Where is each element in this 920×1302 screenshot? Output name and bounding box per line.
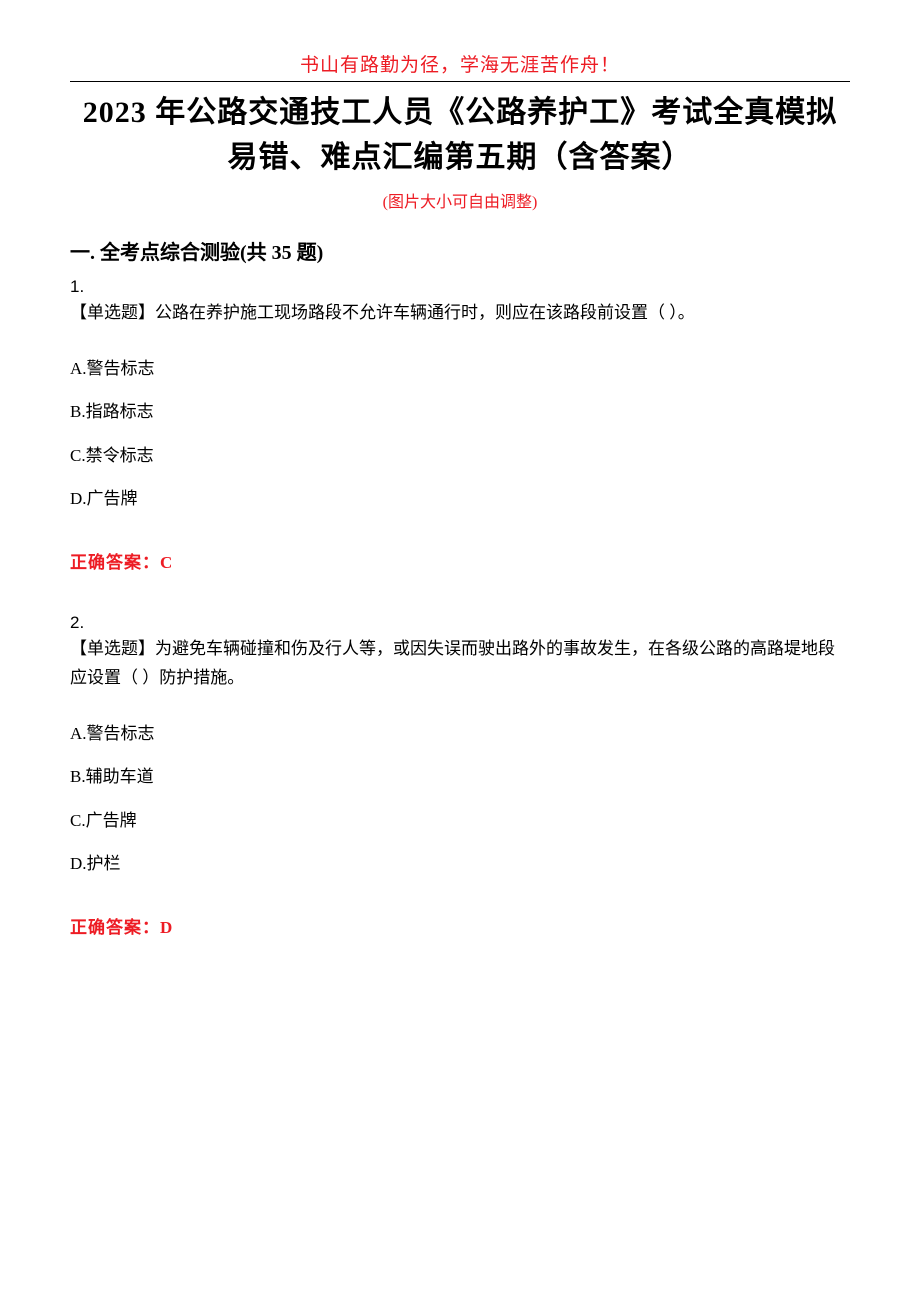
- option-c: C.禁令标志: [70, 443, 850, 469]
- option-d: D.广告牌: [70, 486, 850, 512]
- option-b: B.指路标志: [70, 399, 850, 425]
- option-c: C.广告牌: [70, 808, 850, 834]
- section-title: 一. 全考点综合测验(共 35 题): [70, 236, 850, 265]
- question-block: 1. 【单选题】公路在养护施工现场路段不允许车辆通行时，则应在该路段前设置（ ）…: [70, 277, 850, 573]
- question-block: 2. 【单选题】为避免车辆碰撞和伤及行人等，或因失误而驶出路外的事故发生，在各级…: [70, 613, 850, 938]
- option-d: D.护栏: [70, 851, 850, 877]
- answer-label: 正确答案：C: [70, 548, 850, 573]
- header-motto: 书山有路勤为径，学海无涯苦作舟！: [70, 50, 850, 77]
- option-a: A.警告标志: [70, 721, 850, 747]
- question-text: 【单选题】为避免车辆碰撞和伤及行人等，或因失误而驶出路外的事故发生，在各级公路的…: [70, 635, 850, 693]
- sub-note: (图片大小可自由调整): [70, 188, 850, 212]
- header-divider: [70, 81, 850, 82]
- option-b: B.辅助车道: [70, 764, 850, 790]
- question-text: 【单选题】公路在养护施工现场路段不允许车辆通行时，则应在该路段前设置（ ）。: [70, 299, 850, 328]
- option-a: A.警告标志: [70, 356, 850, 382]
- answer-label: 正确答案：D: [70, 913, 850, 938]
- main-title: 2023 年公路交通技工人员《公路养护工》考试全真模拟易错、难点汇编第五期（含答…: [70, 90, 850, 180]
- question-number: 2.: [70, 613, 850, 633]
- question-number: 1.: [70, 277, 850, 297]
